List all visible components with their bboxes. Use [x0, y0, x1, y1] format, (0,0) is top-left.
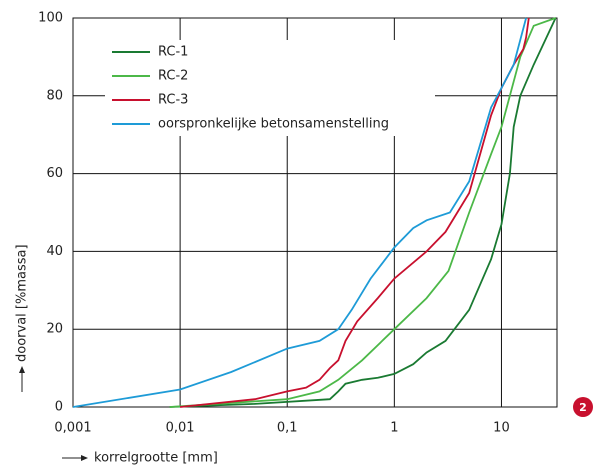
y-axis-title: doorval [%massa] [15, 244, 30, 392]
series-line [72, 17, 527, 408]
legend-bg [105, 40, 435, 136]
x-arrow-head [81, 455, 88, 461]
x-tick-label: 0,001 [54, 421, 91, 436]
series-line [169, 17, 556, 408]
x-tick-label: 1 [390, 421, 398, 436]
x-label: korrelgrootte [mm] [94, 451, 218, 466]
badge-circle [573, 397, 593, 417]
y-tick-label: 40 [46, 244, 63, 259]
series-line [169, 17, 557, 408]
legend-label: RC-3 [158, 93, 188, 108]
y-arrow-head [19, 366, 25, 373]
y-tick-label: 20 [46, 322, 63, 337]
x-tick-label: 0,1 [277, 421, 298, 436]
legend-label: oorspronkelijke betonsamenstelling [158, 117, 389, 132]
y-tick-label: 60 [46, 166, 63, 181]
x-axis-title: korrelgrootte [mm] [62, 451, 218, 466]
y-tick-label: 100 [38, 11, 63, 26]
y-label: doorval [%massa] [15, 244, 30, 362]
badge: 2 [579, 401, 587, 414]
legend-label: RC-2 [158, 69, 188, 84]
y-tick-label: 0 [55, 400, 63, 415]
x-tick-label: 10 [493, 421, 510, 436]
x-tick-label: 0,01 [166, 421, 195, 436]
y-tick-label: 80 [46, 88, 63, 103]
legend-label: RC-1 [158, 45, 188, 60]
